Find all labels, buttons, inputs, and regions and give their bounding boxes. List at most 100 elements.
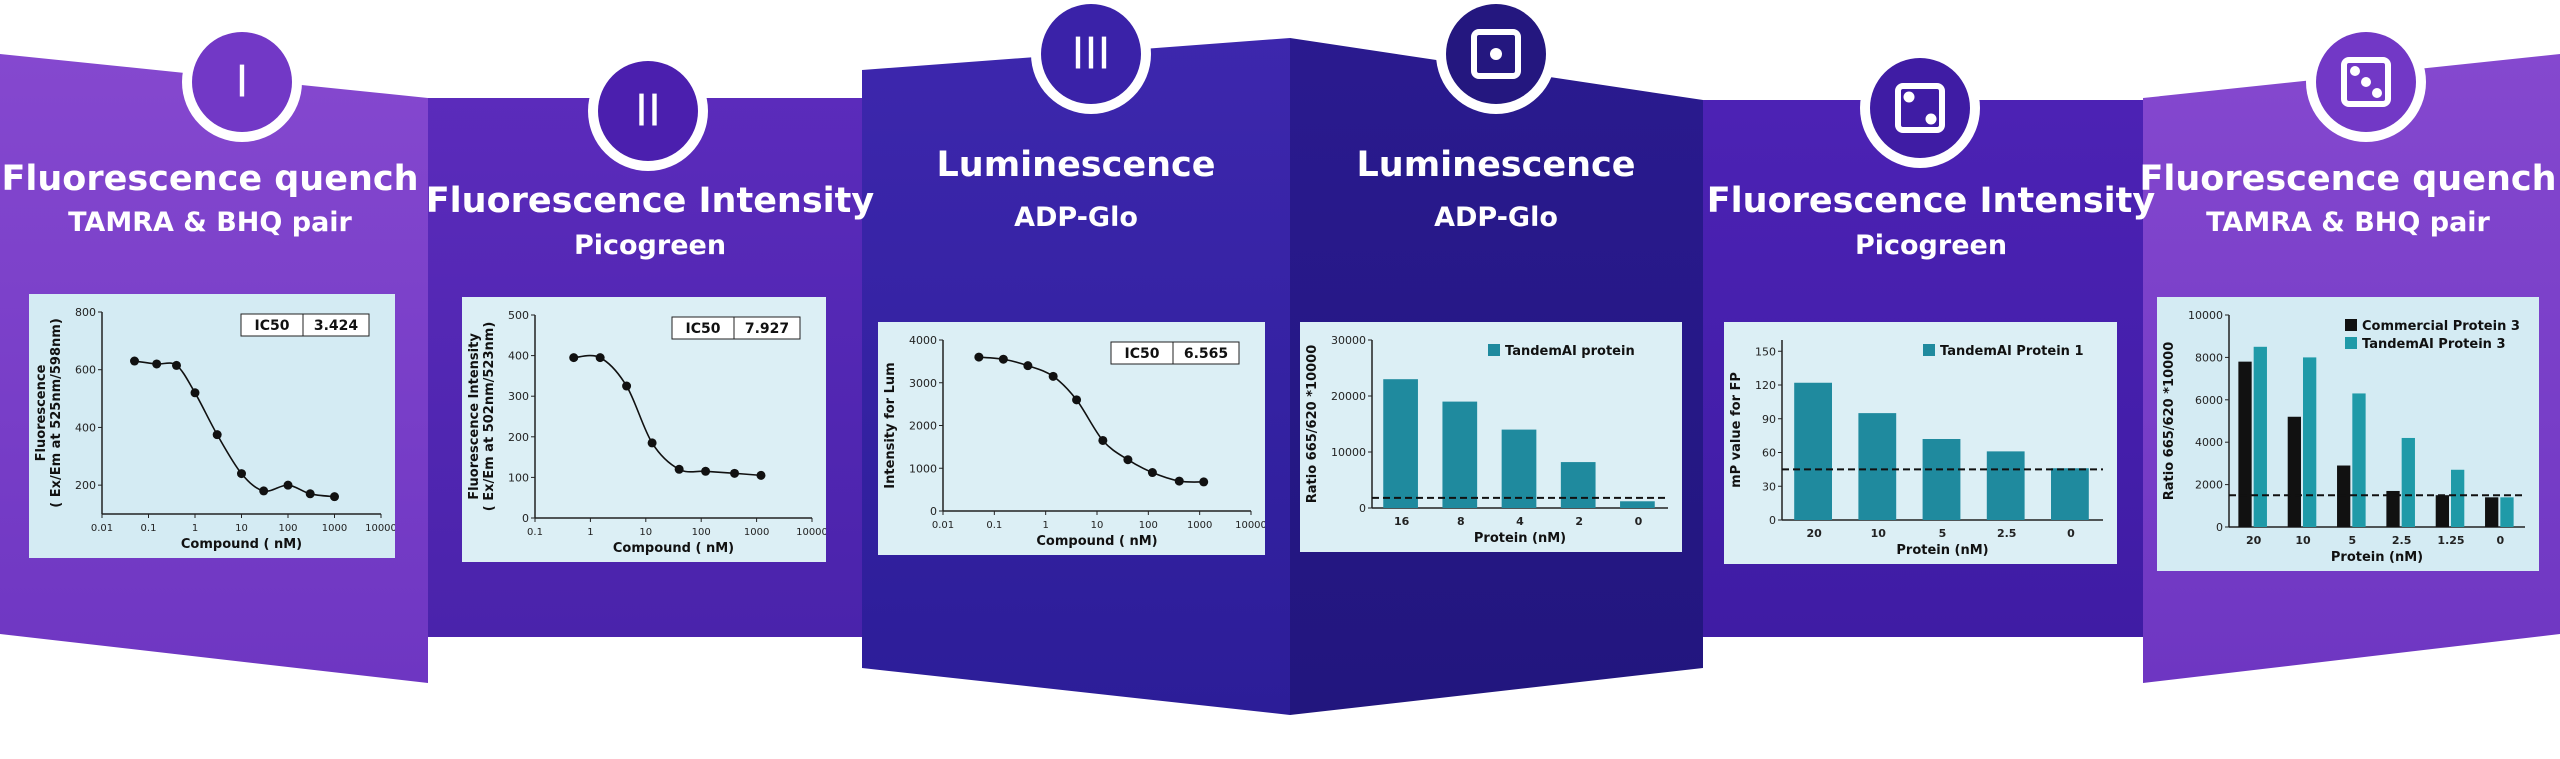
x-tick-label: 2.5: [2392, 534, 2412, 547]
bar: [1794, 382, 1833, 520]
numeral: III: [1072, 29, 1111, 80]
x-tick-label: 10: [235, 523, 248, 534]
bar: [2287, 416, 2301, 527]
ic50-value: 7.927: [745, 321, 789, 337]
ic50-value: 3.424: [314, 318, 359, 334]
icon: [1860, 48, 1980, 168]
x-tick-label: 16: [1394, 515, 1410, 528]
x-tick-label: 20: [1806, 527, 1822, 540]
point: [259, 486, 269, 496]
x-tick-label: 10: [2295, 534, 2311, 547]
x-tick-label: 1000: [322, 523, 347, 534]
point: [647, 438, 657, 448]
y-tick-label: 0: [930, 505, 937, 518]
legend-label: TandemAI Protein 1: [1940, 344, 2084, 359]
ic50-box: [240, 313, 370, 337]
bar: [2303, 357, 2317, 527]
x-tick-label: 0: [2497, 534, 2505, 547]
x-tick-label: 10000: [365, 523, 397, 534]
y-tick-label: 90: [1762, 413, 1776, 426]
chart: 200 400 600 800 Fluorescence( Ex/Em at 525nm…: [29, 294, 397, 558]
bar: [2451, 469, 2465, 527]
ic50-value: 6.565: [1184, 346, 1228, 362]
x-tick-label: 4: [1516, 515, 1524, 528]
icon: II: [588, 51, 708, 171]
bar: [1383, 379, 1418, 508]
y-tick-label: 1000: [909, 462, 937, 475]
y-tick-label: 6000: [2195, 394, 2223, 407]
y-tick-label: 500: [508, 309, 529, 322]
point: [998, 354, 1008, 364]
x-tick-label: 10: [1871, 527, 1887, 540]
x-tick-label: 5: [2349, 534, 2357, 547]
panel-title: Fluorescence quench: [2139, 159, 2556, 199]
ic50-box: [1110, 341, 1240, 365]
x-tick-label: 10: [1091, 520, 1104, 531]
point: [1048, 371, 1058, 381]
x-axis-label: Protein (nM): [1896, 543, 1988, 558]
x-tick-label: 1: [1042, 520, 1048, 531]
bar: [2401, 437, 2415, 527]
bar: [2485, 497, 2499, 527]
x-tick-label: 0: [2067, 527, 2075, 540]
x-tick-label: 0.1: [141, 523, 157, 534]
x-axis-label: Protein (nM): [2331, 550, 2423, 565]
x-axis-label: Protein (nM): [1474, 531, 1566, 546]
x-axis-label: Compound ( nM): [613, 541, 734, 556]
y-axis-label: ( Ex/Em at 502nm/523nm): [482, 322, 497, 512]
x-tick-label: 5: [1939, 527, 1947, 540]
y-axis-label: Ratio 665/620 *10000: [2162, 342, 2177, 500]
y-tick-label: 200: [508, 431, 529, 444]
x-tick-label: 1: [192, 523, 198, 534]
x-tick-label: 100: [692, 527, 711, 538]
ic50-label: IC50: [255, 318, 290, 334]
x-tick-label: 0.1: [986, 520, 1002, 531]
point: [330, 492, 339, 502]
y-tick-label: 200: [75, 479, 96, 492]
y-tick-label: 30: [1762, 480, 1776, 493]
y-tick-label: 8000: [2195, 351, 2223, 364]
legend-label: Commercial Protein 3: [2362, 319, 2520, 334]
point: [190, 388, 200, 398]
bar: [2337, 465, 2351, 527]
point: [1072, 395, 1082, 405]
chart: 0 1000 2000 3000 4000 Intensity for Lum Compou…: [878, 322, 1265, 555]
curve: [978, 356, 1204, 483]
point: [212, 430, 222, 440]
bar: [1858, 413, 1897, 520]
x-tick-label: 0: [1635, 515, 1643, 528]
y-tick-label: 800: [75, 306, 96, 319]
point: [1147, 468, 1157, 478]
chart: 0 10000 20000 30000 Ratio 665/620 *10000 Prot…: [1300, 322, 1682, 552]
legend-swatch: [1488, 344, 1500, 356]
bar: [2500, 497, 2514, 527]
panel-subtitle: Picogreen: [574, 230, 726, 261]
chart: 0 2000 4000 6000 8000 10000 Ratio 665/620 *100…: [2157, 297, 2539, 571]
icon: [2306, 22, 2426, 142]
y-tick-label: 2000: [2195, 479, 2223, 492]
y-axis-label: Ratio 665/620 *10000: [1305, 345, 1320, 503]
point: [1174, 476, 1184, 486]
x-tick-label: 100: [1139, 520, 1158, 531]
bar: [1501, 429, 1537, 508]
y-tick-label: 10000: [2188, 309, 2223, 322]
numeral: I: [236, 57, 249, 108]
bar: [1986, 451, 2025, 520]
bar: [2435, 495, 2449, 527]
y-tick-label: 300: [508, 390, 529, 403]
y-axis-label: Fluorescence Intensity: [467, 333, 482, 500]
y-tick-label: 3000: [909, 377, 937, 390]
x-tick-label: 10000: [796, 527, 828, 538]
icon: III: [1031, 0, 1151, 114]
ic50-label: IC50: [1125, 346, 1160, 362]
ic50-label: IC50: [686, 321, 721, 337]
point: [701, 466, 711, 476]
panel-subtitle: TAMRA & BHQ pair: [68, 207, 352, 238]
point: [1023, 361, 1033, 371]
legend-swatch: [1923, 344, 1935, 356]
icon: [1436, 0, 1556, 114]
chart: 0 100 200 300 400 500 Fluorescence Intensity( …: [462, 297, 828, 562]
y-tick-label: 150: [1755, 345, 1776, 358]
y-tick-label: 4000: [2195, 436, 2223, 449]
